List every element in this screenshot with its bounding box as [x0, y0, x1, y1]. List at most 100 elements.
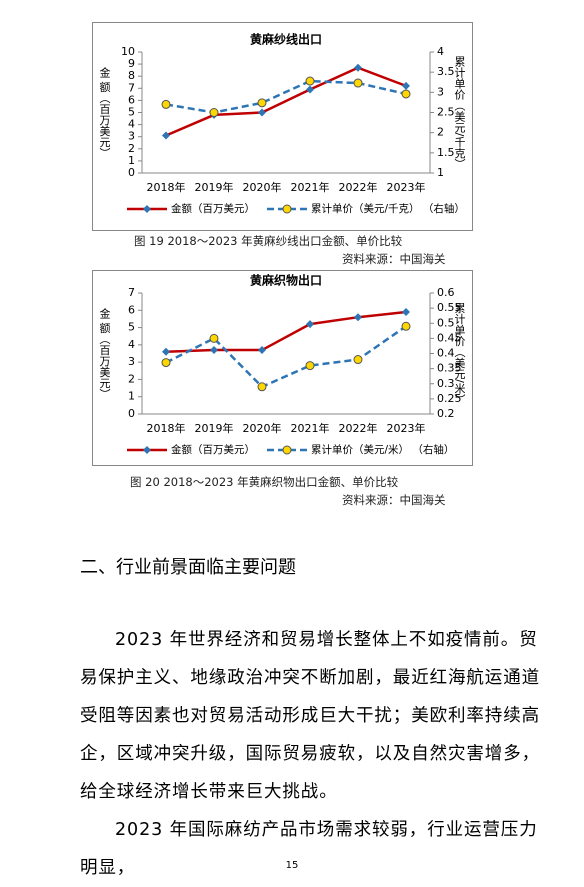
y2-tick-label: 0.45	[437, 331, 462, 344]
y-tick-label: 7	[128, 81, 135, 94]
y2-tick-label: 3	[437, 85, 444, 98]
y-tick-label: 10	[121, 45, 135, 58]
marker	[257, 382, 267, 392]
y-tick-label: 0	[128, 407, 135, 420]
marker	[354, 313, 362, 322]
source: 资料来源：中国海关	[342, 252, 446, 266]
y2-axis-label: 累计单价（美元/千克）	[453, 55, 466, 169]
y-tick-label: 6	[128, 93, 135, 106]
y2-tick-label: 0.55	[437, 301, 462, 314]
chart-border	[92, 22, 473, 231]
legend-label: 累计单价（美元/千克） （右轴）	[311, 202, 465, 215]
marker	[258, 346, 266, 355]
source: 资料来源：中国海关	[342, 493, 446, 507]
y2-tick-label: 1.5	[437, 146, 455, 159]
marker	[306, 85, 314, 94]
paragraph: 2023 年世界经济和贸易增长整体上不如疫情前。贸易保护主义、地缘政治冲突不断加…	[80, 630, 540, 802]
marker	[305, 76, 315, 86]
y-tick-label: 2	[128, 142, 135, 155]
marker	[401, 321, 411, 331]
y2-tick-label: 0.35	[437, 362, 462, 375]
marker	[402, 308, 410, 317]
x-tick-label: 2018年	[147, 421, 186, 435]
x-tick-label: 2023年	[387, 180, 426, 194]
series-line	[165, 79, 407, 114]
y2-tick-label: 0.25	[437, 392, 462, 405]
marker	[162, 131, 170, 140]
y-tick-label: 7	[128, 286, 135, 299]
legend-label: 金额（百万美元）	[171, 202, 255, 215]
marker	[161, 99, 171, 109]
y-tick-label: 3	[128, 130, 135, 143]
x-tick-label: 2020年	[243, 421, 282, 435]
figure-caption: 图 20 2018～2023 年黄麻织物出口金额、单价比较	[130, 475, 399, 489]
x-tick-label: 2019年	[195, 180, 234, 194]
y-axis-label: 金 额（百万美元）	[98, 65, 111, 158]
y-tick-label: 8	[128, 69, 135, 82]
y2-tick-label: 0.5	[437, 316, 455, 329]
marker	[210, 346, 218, 355]
y2-tick-label: 1	[437, 166, 444, 179]
y2-tick-label: 2.5	[437, 106, 455, 119]
series-line	[165, 66, 407, 137]
y-tick-label: 1	[128, 390, 135, 403]
series-line	[165, 310, 407, 354]
marker	[161, 358, 171, 368]
y-tick-label: 5	[128, 106, 135, 119]
x-tick-label: 2020年	[243, 180, 282, 194]
heading: 二、行业前景面临主要问题	[80, 557, 296, 578]
marker	[306, 320, 314, 329]
marker	[209, 108, 219, 117]
marker	[258, 108, 266, 117]
y-tick-label: 3	[128, 355, 135, 368]
y-tick-label: 5	[128, 321, 135, 334]
marker	[305, 361, 315, 371]
page-number: 15	[285, 860, 299, 871]
paragraph: 2023 年国际麻纺产品市场需求较弱，行业运营压力明显，	[80, 820, 538, 878]
x-tick-label: 2021年	[291, 180, 330, 194]
chart: 黄麻织物出口 0 1 2 3 4 5 6 7 0.2 0.25 0.3 0.35 0.4 0.45 0.5 0.…	[92, 270, 473, 466]
y2-axis-label: 累计单价（美元/米）	[453, 302, 466, 405]
y2-tick-label: 4	[437, 45, 444, 58]
x-tick-label: 2022年	[339, 421, 378, 435]
marker	[209, 333, 219, 343]
y-tick-label: 0	[128, 166, 135, 179]
legend-marker	[143, 446, 151, 454]
chart-title: 黄麻纱线出口	[250, 32, 322, 47]
y-axis-label: 金 额（百万美元）	[98, 306, 111, 399]
marker	[257, 98, 267, 108]
legend-marker	[282, 204, 292, 214]
chart-title: 黄麻织物出口	[250, 273, 322, 288]
series-line	[165, 325, 407, 389]
x-tick-label: 2022年	[339, 180, 378, 194]
x-tick-label: 2018年	[147, 180, 186, 194]
y2-tick-label: 0.2	[437, 407, 455, 420]
marker	[401, 89, 411, 99]
y-tick-label: 2	[128, 372, 135, 385]
y2-tick-label: 2	[437, 126, 444, 139]
legend-label: 金额（百万美元）	[171, 443, 255, 456]
legend-marker	[143, 205, 151, 213]
legend-marker	[282, 445, 292, 455]
y2-tick-label: 0.3	[437, 377, 455, 390]
x-tick-label: 2019年	[195, 421, 234, 435]
chart-border	[92, 270, 473, 466]
x-tick-label: 2023年	[387, 421, 426, 435]
figure-caption: 图 19 2018～2023 年黄麻纱线出口金额、单价比较	[134, 234, 403, 248]
marker	[353, 78, 363, 88]
y-tick-label: 9	[128, 57, 135, 70]
y-tick-label: 4	[128, 118, 135, 131]
marker	[402, 81, 410, 90]
marker	[353, 355, 363, 365]
x-tick-label: 2021年	[291, 421, 330, 435]
y2-tick-label: 0.6	[437, 286, 455, 299]
marker	[162, 347, 170, 356]
y-tick-label: 4	[128, 338, 135, 351]
y2-tick-label: 3.5	[437, 65, 455, 78]
y-tick-label: 1	[128, 154, 135, 167]
legend-label: 累计单价（美元/米） （右轴）	[311, 443, 454, 456]
y-tick-label: 6	[128, 303, 135, 316]
y2-tick-label: 0.4	[437, 347, 455, 360]
